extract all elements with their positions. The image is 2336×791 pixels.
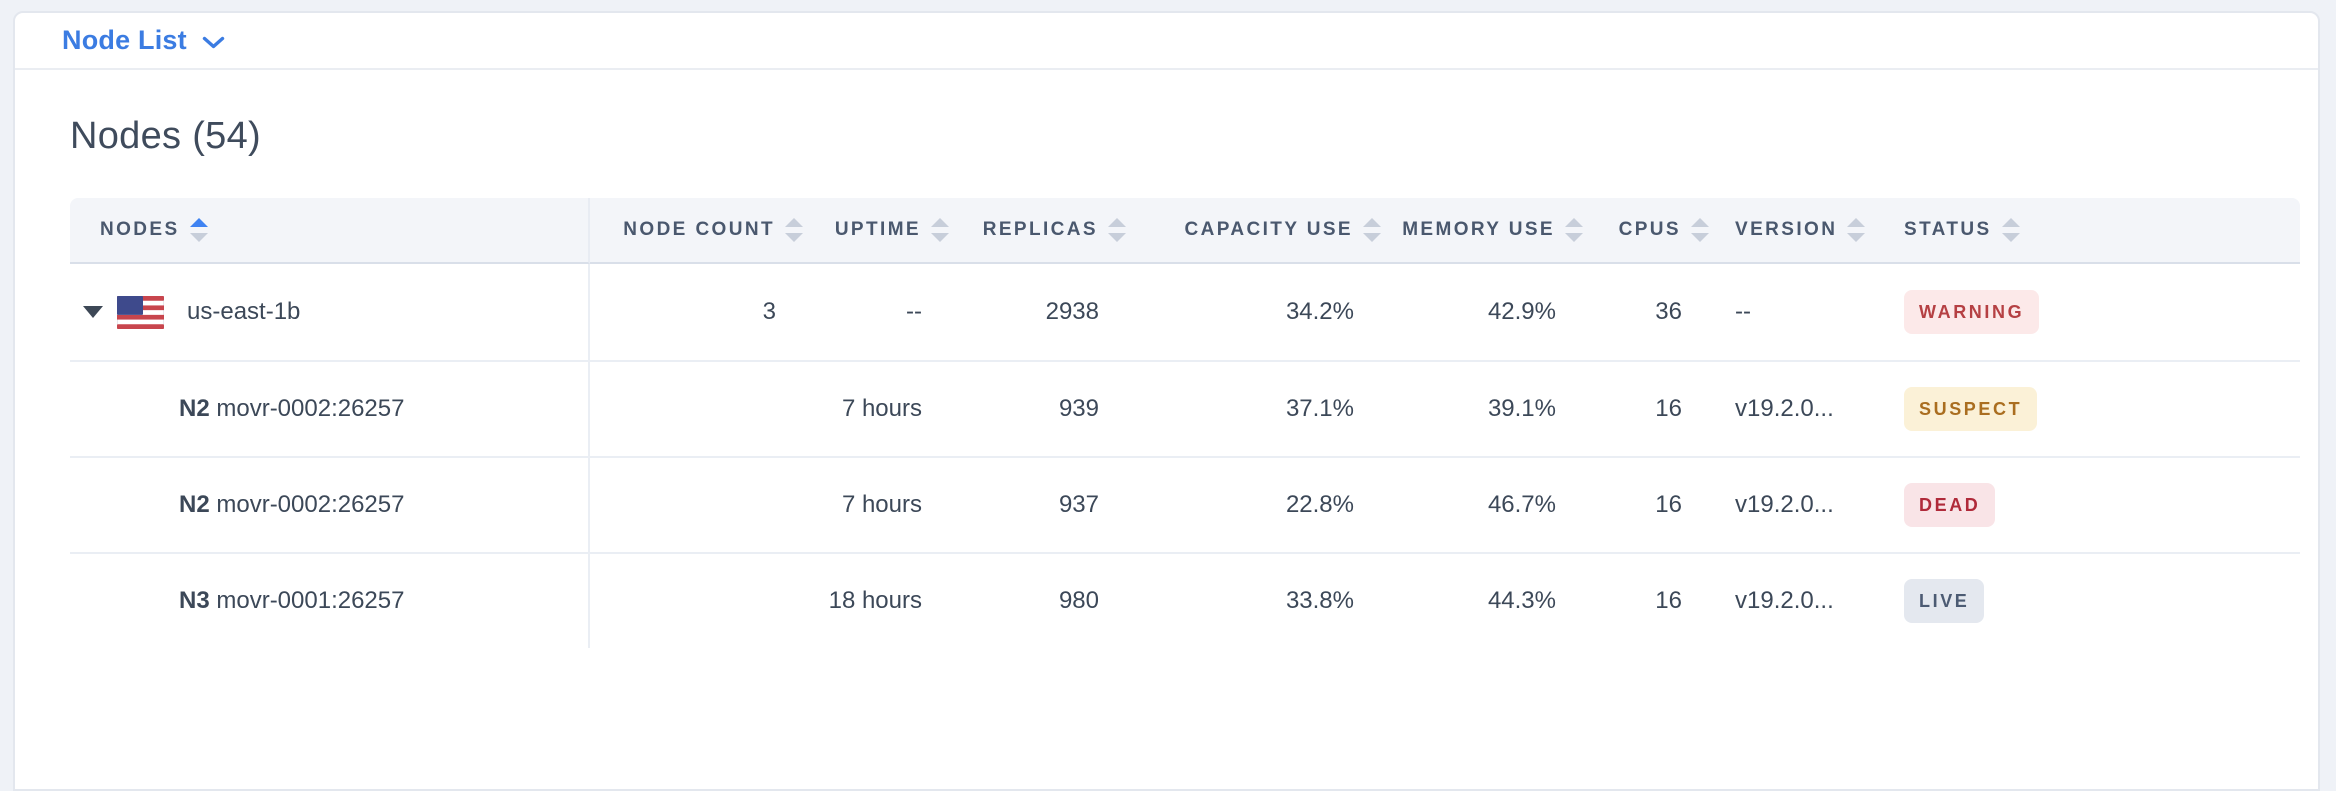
status-badge: SUSPECT [1904,387,2038,431]
chevron-down-icon [202,36,225,49]
column-label-replicas: REPLICAS [982,219,1098,240]
node-count-cell [590,456,814,552]
uptime-cell: -- [906,298,922,325]
sort-icon [189,218,208,242]
node-cell: N3 movr-0001:26257 [70,552,590,648]
sort-icon [1847,218,1866,242]
node-row: N2 movr-0002:26257 7 hours 939 37.1% 39.1% 16… [70,360,2300,456]
node-cell: N2 movr-0002:26257 [70,360,590,456]
node-name-link[interactable]: N2 movr-0002:26257 [179,491,405,518]
node-id: N2 [179,395,210,422]
node-id: N2 [179,491,210,518]
uptime-cell: 7 hours [814,456,960,552]
region-row: us-east-1b 3 -- 2938 34.2% 42.9% 36 -- WARNING [70,264,2300,360]
node-count-cell [590,552,814,648]
memory-use-cell: 39.1% [1392,360,1594,456]
sort-icon [785,218,803,242]
capacity-use-cell: 22.8% [1137,456,1392,552]
status-badge: LIVE [1904,579,1985,623]
column-header-status[interactable]: STATUS [1892,198,2300,264]
node-count-cell: 3 [762,298,776,325]
cpus-cell: 16 [1594,360,1720,456]
status-cell: WARNING [1892,264,2300,360]
column-header-node_count[interactable]: NODE COUNT [590,198,814,264]
status-cell: DEAD [1892,456,2300,552]
version-cell: v19.2.0... [1720,360,1892,456]
sort-icon [931,218,949,242]
capacity-use-cell: 34.2% [1285,298,1354,325]
column-label-memory_use: MEMORY USE [1402,219,1555,240]
status-cell: SUSPECT [1892,360,2300,456]
sort-icon [1363,218,1381,242]
replicas-cell: 937 [960,456,1137,552]
sort-icon [1565,218,1583,242]
page-title: Nodes (54) [70,115,261,157]
status-badge: DEAD [1904,483,1996,527]
version-cell: v19.2.0... [1720,552,1892,648]
node-row: N3 movr-0001:26257 18 hours 980 33.8% 44.3% 1… [70,552,2300,648]
capacity-use-cell: 33.8% [1137,552,1392,648]
column-label-uptime: UPTIME [834,219,921,240]
column-label-capacity_use: CAPACITY USE [1184,219,1353,240]
column-header-uptime[interactable]: UPTIME [814,198,960,264]
replicas-cell: 939 [960,360,1137,456]
node-count-cell [590,360,814,456]
region-flag [117,295,164,329]
version-cell: -- [1735,298,1751,325]
view-selector-label: Node List [62,25,187,55]
node-name-link[interactable]: N3 movr-0001:26257 [179,587,405,614]
column-header-memory_use[interactable]: MEMORY USE [1392,198,1594,264]
sort-icon [1691,218,1709,242]
capacity-use-cell: 37.1% [1137,360,1392,456]
cpus-cell: 16 [1594,456,1720,552]
column-label-version: VERSION [1735,219,1838,240]
column-header-replicas[interactable]: REPLICAS [960,198,1137,264]
sort-icon [2001,218,2020,242]
collapse-region-button[interactable] [82,305,104,319]
column-label-nodes: NODES [100,219,180,240]
node-list-panel: Node List Nodes (54) NODES NODE COUNT UP… [13,11,2320,791]
cpus-cell: 36 [1655,298,1682,325]
column-label-node_count: NODE COUNT [623,219,775,240]
uptime-cell: 7 hours [814,360,960,456]
cpus-cell: 16 [1594,552,1720,648]
node-cell: N2 movr-0002:26257 [70,456,590,552]
nodes-table: NODES NODE COUNT UPTIME REPLICAS CAPACIT… [70,198,2300,648]
column-label-cpus: CPUS [1618,219,1681,240]
table-body: us-east-1b 3 -- 2938 34.2% 42.9% 36 -- WARNING N2… [70,264,2300,648]
column-header-capacity_use[interactable]: CAPACITY USE [1137,198,1392,264]
column-header-nodes[interactable]: NODES [70,198,590,264]
sort-icon [1108,218,1126,242]
view-selector[interactable]: Node List [15,13,2318,70]
table-header: NODES NODE COUNT UPTIME REPLICAS CAPACIT… [70,198,2300,264]
node-id: N3 [179,587,210,614]
memory-use-cell: 46.7% [1392,456,1594,552]
column-label-status: STATUS [1904,219,1992,240]
region-name: us-east-1b [187,298,301,325]
us-flag-icon [117,295,164,329]
node-row: N2 movr-0002:26257 7 hours 937 22.8% 46.7% 16… [70,456,2300,552]
node-name-link[interactable]: N2 movr-0002:26257 [179,395,405,422]
version-cell: v19.2.0... [1720,456,1892,552]
uptime-cell: 18 hours [814,552,960,648]
replicas-cell: 2938 [1045,298,1099,325]
expand-caret-icon [83,306,103,318]
status-cell: LIVE [1892,552,2300,648]
column-header-cpus[interactable]: CPUS [1594,198,1720,264]
region-cell: us-east-1b [70,264,590,360]
replicas-cell: 980 [960,552,1137,648]
column-header-version[interactable]: VERSION [1720,198,1892,264]
status-badge: WARNING [1904,290,2040,334]
memory-use-cell: 42.9% [1487,298,1556,325]
memory-use-cell: 44.3% [1392,552,1594,648]
